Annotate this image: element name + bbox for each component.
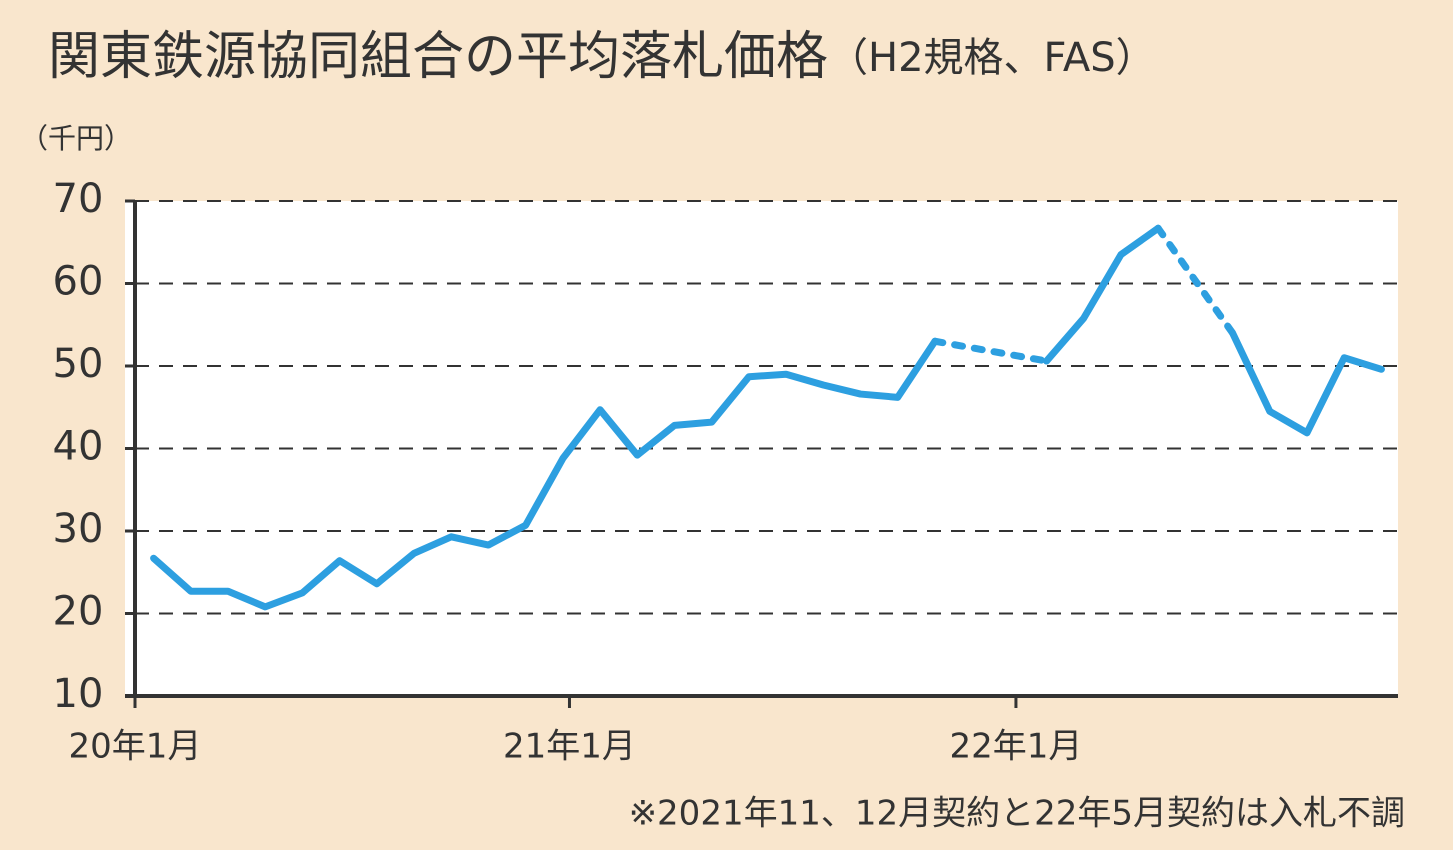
chart-title: 関東鉄源協同組合の平均落札価格（H2規格、FAS） xyxy=(48,27,1156,87)
footnote: ※2021年11、12月契約と22年5月契約は入札不調 xyxy=(629,794,1405,834)
y-tick-label: 20 xyxy=(53,589,104,635)
line-series xyxy=(150,224,1385,611)
y-tick-label: 40 xyxy=(53,424,104,470)
gap-bridge xyxy=(931,337,1051,365)
subtitle: （H2規格、FAS） xyxy=(828,35,1156,81)
y-tick-label: 30 xyxy=(53,506,104,552)
y-tick-label: 70 xyxy=(53,176,104,222)
y-tick-label: 10 xyxy=(53,671,104,717)
gap-bridge xyxy=(1154,224,1237,337)
y-axis-unit: （千円） xyxy=(20,122,132,155)
x-tick-label: 22年1月 xyxy=(949,727,1082,767)
title: 関東鉄源協同組合の平均落札価格 xyxy=(48,27,828,87)
x-tick-label: 20年1月 xyxy=(69,727,202,767)
y-tick-label: 60 xyxy=(53,259,104,305)
x-tick-label: 21年1月 xyxy=(503,727,636,767)
y-tick-label: 50 xyxy=(53,341,104,387)
